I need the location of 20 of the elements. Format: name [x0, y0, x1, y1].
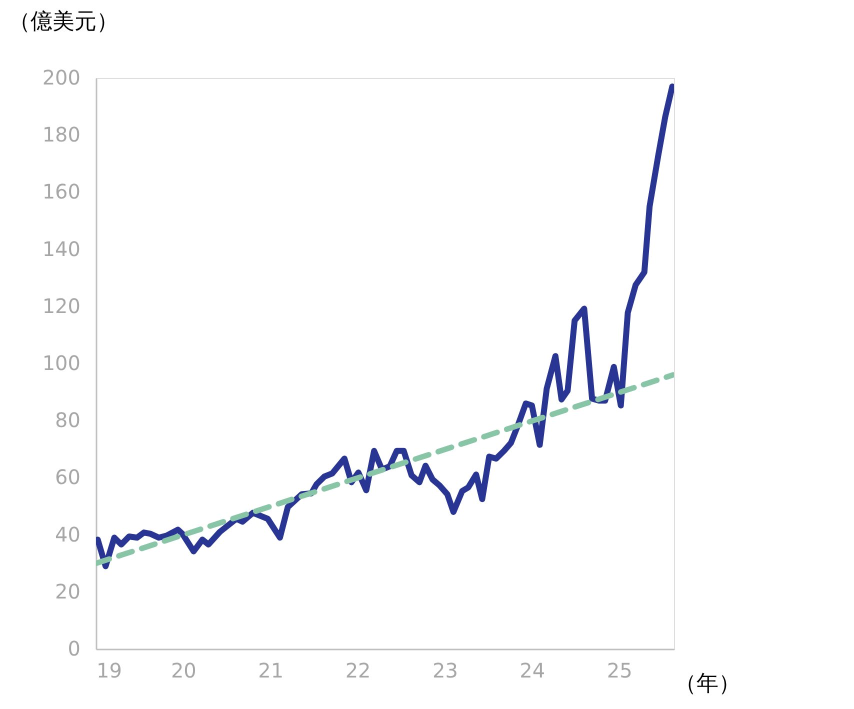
y-tick-label: 20: [55, 579, 80, 604]
x-tick-label: 20: [170, 658, 196, 682]
y-axis-title: （億美元）: [8, 10, 118, 34]
y-tick-label: 120: [42, 294, 80, 318]
x-tick-label: 19: [96, 658, 122, 682]
y-tick-label: 60: [55, 465, 80, 490]
y-tick-label: 160: [42, 180, 80, 204]
y-tick-label: 40: [55, 522, 80, 546]
x-tick-label: 21: [258, 658, 284, 682]
y-tick-label: 100: [42, 351, 80, 375]
x-axis-title: （年）: [674, 672, 740, 696]
y-tick-label: 200: [42, 66, 80, 90]
x-tick-label: 25: [606, 658, 632, 682]
y-tick-label: 80: [55, 408, 80, 432]
y-tick-label: 0: [68, 636, 80, 660]
x-tick-label: 23: [432, 658, 458, 682]
x-tick-label: 22: [345, 658, 371, 682]
x-tick-label: 24: [520, 658, 546, 682]
y-tick-label: 180: [42, 122, 80, 147]
y-tick-label: 140: [42, 236, 80, 261]
